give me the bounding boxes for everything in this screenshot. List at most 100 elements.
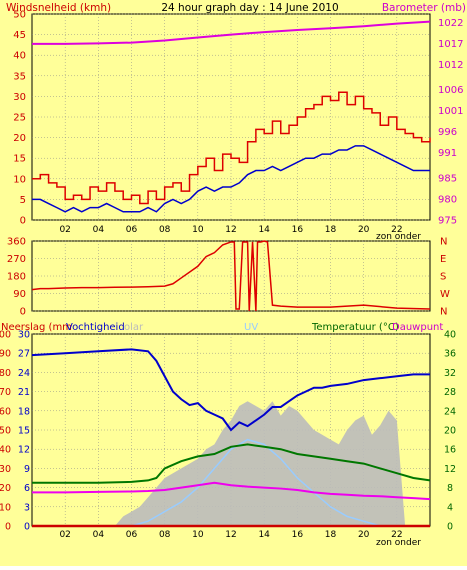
wind-tick-label: 35 (13, 71, 26, 82)
time-tick-label: 06 (126, 530, 138, 540)
time-tick-label: 12 (225, 530, 236, 540)
neerslag-label: Neerslag (mm (1, 322, 72, 333)
temperature-tick-label: 24 (444, 406, 456, 417)
time-tick-label: 02 (59, 225, 70, 235)
wind-axis-title: Windsnelheid (kmh) (6, 2, 111, 14)
wind-tick-label: 15 (13, 154, 26, 165)
temperature-label: Temperatuur (°C) (311, 322, 399, 333)
compass-tick-label: S (440, 272, 446, 283)
time-tick-label: 12 (225, 225, 236, 235)
humidity-line (31, 348, 430, 432)
barometer-tick-label: 996 (438, 127, 457, 138)
temperature-tick-label: 32 (444, 368, 456, 379)
solar-label: olar (124, 322, 144, 333)
barometer-tick-label: 1022 (438, 18, 463, 29)
time-tick-label: 18 (325, 530, 337, 540)
direction-tick-label: 270 (7, 254, 26, 265)
humidity-tick-label: 12 (18, 445, 30, 456)
time-tick-label: 18 (325, 225, 337, 235)
barometer-tick-label: 991 (438, 148, 457, 159)
rain-tick-label: 30 (0, 464, 11, 475)
compass-tick-label: E (440, 254, 446, 265)
barometer-tick-label: 1017 (438, 39, 463, 50)
humidity-tick-label: 9 (24, 464, 30, 475)
barometer-tick-label: 975 (438, 216, 457, 227)
time-tick-label: 22 (391, 225, 402, 235)
temperature-line (32, 443, 431, 484)
axis-labels-layer: 0202040406060808101012121414161618182020… (0, 10, 463, 541)
time-tick-label: 10 (192, 225, 204, 235)
barometer-tick-label: 1001 (438, 106, 463, 117)
temperature-tick-label: 40 (444, 330, 456, 341)
time-tick-label: 10 (192, 530, 204, 540)
time-tick-label: 02 (59, 530, 70, 540)
time-tick-label: 08 (159, 225, 171, 235)
wind-tick-label: 30 (13, 92, 26, 103)
direction-tick-label: 360 (7, 237, 26, 248)
direction-tick-label: 0 (20, 307, 26, 318)
rain-tick-label: 0 (5, 522, 11, 533)
time-tick-label: 06 (126, 225, 138, 235)
wind-tick-label: 10 (13, 174, 26, 185)
rain-tick-label: 10 (0, 502, 11, 513)
barometer-tick-label: 1006 (438, 85, 463, 96)
barometer-line (32, 20, 431, 45)
marks-layer (31, 20, 431, 528)
direction-tick-label: 90 (13, 289, 26, 300)
compass-tick-label: W (440, 289, 450, 300)
wind-tick-label: 0 (20, 216, 26, 227)
time-tick-label: 14 (258, 530, 270, 540)
rain-tick-label: 80 (0, 368, 11, 379)
solar-area (32, 401, 430, 526)
rain-tick-label: 70 (0, 387, 11, 398)
rain-tick-label: 40 (0, 445, 11, 456)
rain-tick-label: 100 (0, 330, 11, 341)
rain-tick-label: 60 (0, 406, 11, 417)
temperature-tick-label: 20 (444, 426, 456, 437)
temperature-tick-label: 8 (447, 483, 453, 494)
humidity-tick-label: 30 (18, 330, 30, 341)
wind-average-line (32, 145, 430, 213)
compass-tick-label: N (440, 237, 447, 248)
vochtigheid-label: Vochtigheid (66, 322, 125, 333)
time-tick-label: 04 (93, 225, 105, 235)
barometer-axis-title: Barometer (mb) (382, 2, 466, 14)
wind-gust-line (32, 91, 431, 205)
direction-tick-label: 180 (7, 272, 26, 283)
wind-tick-label: 45 (13, 30, 26, 41)
humidity-tick-label: 24 (18, 368, 30, 379)
barometer-tick-label: 985 (438, 173, 457, 184)
uv-line (32, 438, 430, 527)
humidity-tick-label: 3 (24, 502, 30, 513)
humidity-tick-label: 27 (18, 349, 30, 360)
time-tick-label: 04 (93, 530, 105, 540)
time-tick-label: 08 (159, 530, 171, 540)
time-tick-label: 14 (258, 225, 270, 235)
humidity-tick-label: 6 (24, 483, 30, 494)
wind-tick-label: 5 (20, 195, 26, 206)
humidity-tick-label: 15 (18, 426, 30, 437)
wind-tick-label: 20 (13, 133, 26, 144)
temperature-tick-label: 12 (444, 464, 456, 475)
time-tick-label: 20 (358, 225, 370, 235)
temperature-tick-label: 28 (444, 387, 456, 398)
temperature-tick-label: 0 (447, 522, 453, 533)
time-tick-label: 16 (292, 225, 304, 235)
rain-tick-label: 50 (0, 426, 11, 437)
dewpoint-line (32, 481, 431, 501)
temperature-tick-label: 4 (447, 502, 453, 513)
dewpoint-label: Dauwpunt (392, 322, 443, 333)
time-tick-label: 16 (292, 530, 304, 540)
time-tick-label: 22 (391, 530, 402, 540)
wind-tick-label: 40 (13, 51, 26, 62)
temperature-tick-label: 16 (444, 445, 456, 456)
barometer-tick-label: 1012 (438, 60, 463, 71)
temperature-tick-label: 36 (444, 349, 456, 360)
sun-label-top: zon onder (376, 232, 421, 242)
rain-tick-label: 90 (0, 349, 11, 360)
uv-label: UV (244, 322, 258, 333)
humidity-tick-label: 0 (24, 522, 30, 533)
wind-direction-line (31, 240, 431, 312)
